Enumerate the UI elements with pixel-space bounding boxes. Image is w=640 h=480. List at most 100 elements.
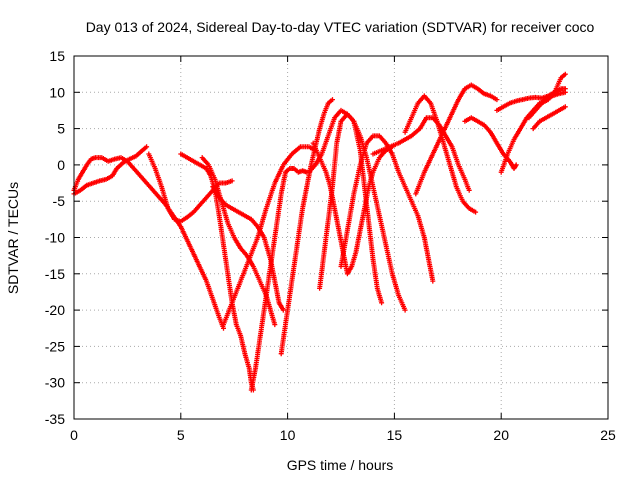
data-point	[278, 302, 280, 304]
data-point	[378, 215, 381, 217]
data-point	[107, 160, 109, 162]
data-point	[246, 255, 248, 257]
data-point	[235, 324, 237, 326]
data-point	[325, 236, 327, 239]
data-point	[425, 117, 428, 119]
data-point	[502, 153, 504, 155]
data-point	[148, 153, 150, 155]
data-point	[496, 142, 498, 144]
data-point	[319, 128, 321, 130]
data-point	[186, 157, 188, 159]
data-point	[146, 182, 148, 184]
data-point	[319, 157, 321, 159]
series-arc-9	[278, 97, 335, 357]
data-point	[355, 251, 357, 253]
x-tick-label: 5	[177, 427, 185, 443]
y-tick-label: -10	[45, 230, 65, 246]
data-point	[468, 207, 470, 210]
y-axis-label: SDTVAR / TECUs	[5, 182, 21, 294]
data-point	[188, 244, 190, 246]
data-point	[558, 93, 560, 95]
data-point	[293, 265, 295, 268]
data-point	[346, 273, 349, 275]
series-markers	[146, 151, 235, 224]
data-point	[99, 180, 101, 182]
data-point	[351, 265, 353, 268]
series-arc-13	[338, 133, 436, 284]
data-point	[310, 164, 312, 166]
data-point	[90, 158, 92, 160]
data-point	[474, 211, 477, 213]
data-point	[534, 109, 536, 112]
data-point	[240, 280, 242, 282]
data-point	[152, 189, 154, 191]
data-point	[314, 164, 316, 166]
data-point	[340, 265, 342, 268]
chart-title: Day 013 of 2024, Sidereal Day-to-day VTE…	[86, 19, 595, 35]
data-point	[521, 98, 524, 101]
data-point	[222, 244, 225, 246]
data-point	[133, 167, 135, 170]
data-point	[233, 236, 235, 239]
data-point	[289, 294, 291, 297]
y-tick-label: -15	[45, 266, 65, 282]
data-point	[372, 153, 374, 155]
x-axis-label: GPS time / hours	[287, 457, 394, 473]
y-tick-label: 0	[57, 157, 65, 173]
data-point	[385, 142, 387, 144]
data-point	[391, 273, 393, 275]
data-point	[81, 171, 84, 173]
data-point	[372, 186, 374, 188]
data-point	[126, 160, 128, 162]
data-point	[554, 91, 556, 93]
data-point	[308, 146, 310, 148]
data-point	[237, 211, 240, 213]
data-point	[331, 98, 334, 101]
gridlines	[74, 56, 608, 419]
data-point	[489, 95, 492, 97]
data-point	[432, 153, 434, 155]
data-point	[483, 124, 485, 126]
axis-ticks: 0 5 10 15 20 25 -35 -30 -25 -20 -15 -10 -5 0 5 10 15	[45, 48, 616, 443]
data-point	[359, 135, 361, 137]
data-point	[280, 353, 282, 355]
data-point	[329, 186, 331, 188]
data-point	[79, 189, 82, 191]
y-tick-label: 5	[57, 121, 65, 137]
data-point	[122, 162, 124, 164]
series-arc-20	[530, 104, 568, 132]
data-point	[380, 302, 383, 304]
data-point	[291, 153, 293, 155]
data-point	[218, 182, 220, 184]
data-point	[564, 88, 566, 90]
y-tick-label: -5	[53, 193, 66, 209]
series-arc-21	[526, 71, 568, 121]
data-point	[372, 171, 374, 173]
data-point	[404, 309, 406, 311]
data-point	[257, 236, 259, 239]
data-point	[432, 280, 434, 282]
data-point	[539, 120, 541, 122]
data-point	[225, 204, 227, 206]
data-point	[372, 135, 374, 137]
x-tick-label: 15	[387, 427, 403, 443]
data-point	[410, 200, 413, 202]
data-point	[515, 100, 517, 102]
data-point	[327, 135, 329, 137]
data-point	[231, 207, 233, 210]
data-point	[225, 182, 227, 184]
data-point	[297, 171, 299, 173]
data-point	[299, 146, 302, 148]
series-arc-3	[146, 151, 235, 224]
data-point	[398, 171, 400, 173]
data-point	[92, 182, 94, 184]
data-point	[404, 138, 406, 141]
data-point	[417, 215, 419, 217]
data-point	[346, 113, 349, 115]
data-point	[457, 164, 460, 166]
data-point	[368, 186, 370, 188]
data-point	[293, 167, 295, 170]
data-point	[427, 258, 430, 260]
data-point	[180, 153, 182, 155]
data-point	[551, 113, 554, 115]
